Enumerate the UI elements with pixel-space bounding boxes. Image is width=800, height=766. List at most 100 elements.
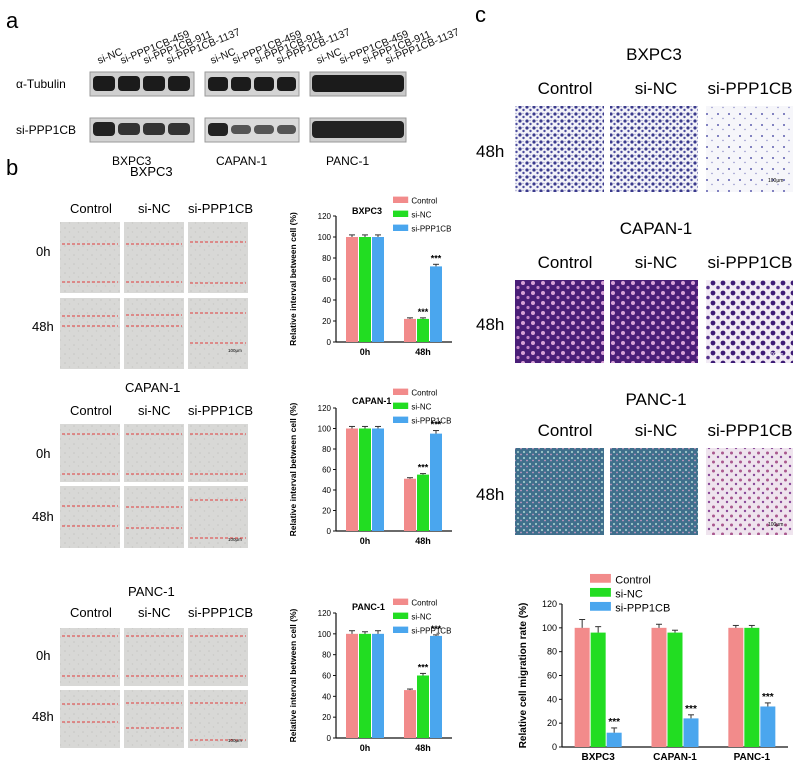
panel-letter-c: c: [475, 2, 486, 27]
y-tick-label: 40: [322, 692, 331, 701]
scale-bar-label: 100μm: [768, 178, 783, 184]
panel-letter-b: b: [6, 155, 18, 180]
cell-line-label: PANC-1: [326, 154, 369, 168]
column-header: si-PPP1CB: [707, 253, 792, 272]
y-tick-label: 20: [322, 317, 331, 326]
column-header: Control: [538, 79, 593, 98]
y-tick-label: 120: [318, 609, 332, 618]
time-label: 0h: [36, 446, 50, 461]
block-title: BXPC3: [626, 45, 682, 64]
column-header: si-PPP1CB: [188, 605, 253, 620]
y-tick-label: 0: [327, 527, 332, 536]
y-tick-label: 100: [542, 623, 557, 633]
y-tick-label: 20: [322, 713, 331, 722]
bar: [417, 318, 429, 342]
y-axis-label: Relative interval between cell (%): [288, 212, 298, 346]
block-title: CAPAN-1: [620, 219, 692, 238]
blot-row-label: si-PPP1CB: [16, 123, 76, 137]
bar-chart-bxpc3: 0 20 40 60 80 100 120 Relative interval between…: [288, 196, 452, 357]
y-axis-label: Relative cell migration rate (%): [518, 603, 529, 749]
bar: [417, 675, 429, 738]
y-tick-label: 20: [322, 507, 331, 516]
legend-swatch: [393, 402, 409, 409]
significance-label: ***: [685, 704, 697, 715]
blot-row-label: α-Tubulin: [16, 77, 66, 91]
bar: [728, 627, 744, 747]
panel-letter-a: a: [6, 8, 19, 33]
y-tick-label: 80: [322, 254, 331, 263]
bar: [404, 318, 416, 342]
legend-label: Control: [411, 196, 437, 205]
y-axis-label: Relative interval between cell (%): [288, 402, 298, 536]
legend-label: si-NC: [615, 588, 643, 600]
x-tick-label: 48h: [415, 743, 431, 753]
y-tick-label: 40: [547, 694, 557, 704]
bar: [606, 732, 622, 747]
legend-swatch: [590, 587, 611, 597]
time-label: 48h: [476, 485, 504, 504]
bar: [430, 266, 442, 342]
significance-label: ***: [431, 420, 442, 430]
legend-swatch: [590, 601, 611, 611]
time-label: 48h: [32, 319, 54, 334]
bar: [372, 237, 384, 342]
panel-a-western-blot: si-NC si-PPP1CB-459 si-PPP1CB-911 si-PPP…: [16, 26, 461, 168]
bar: [346, 428, 358, 531]
blot-strips: [89, 71, 407, 143]
time-label: 0h: [36, 648, 50, 663]
bar: [359, 633, 371, 738]
legend-swatch: [393, 210, 409, 217]
bar-chart-capan-1: 0 20 40 60 80 100 120 Relative interval between…: [288, 388, 452, 546]
column-header: si-PPP1CB: [188, 403, 253, 418]
bar: [430, 433, 442, 531]
scale-bar-label: 100μm: [228, 537, 242, 542]
time-label: 48h: [32, 709, 54, 724]
bar: [346, 633, 358, 738]
bar: [430, 635, 442, 738]
y-tick-label: 80: [322, 445, 331, 454]
time-label: 48h: [476, 315, 504, 334]
y-tick-label: 0: [327, 734, 332, 743]
legend-swatch: [393, 196, 409, 203]
column-header: si-NC: [138, 201, 171, 216]
legend-swatch: [393, 416, 409, 423]
x-tick-label: BXPC3: [581, 752, 615, 763]
wound-image-grid: 100μm: [60, 222, 248, 369]
x-tick-label: 48h: [415, 347, 431, 357]
wound-image-grid: 100μm: [60, 628, 248, 748]
panel-b-wound-images: BXPC3 Control si-NC si-PPP1CB 0h 48h 100…: [32, 164, 253, 748]
chart-title: BXPC3: [352, 206, 382, 216]
scale-bar-label: 100μm: [228, 348, 242, 353]
scale-bar-label: 100μm: [768, 522, 783, 528]
column-header: si-NC: [635, 421, 678, 440]
y-tick-label: 100: [318, 630, 332, 639]
bar: [744, 627, 760, 747]
cell-line-label: BXPC3: [112, 154, 152, 168]
bar: [574, 627, 590, 747]
column-header: Control: [70, 201, 112, 216]
x-tick-label: CAPAN-1: [653, 752, 697, 763]
column-header: si-PPP1CB: [707, 79, 792, 98]
significance-label: ***: [418, 463, 429, 473]
significance-label: ***: [418, 662, 429, 672]
y-tick-label: 0: [552, 742, 557, 752]
column-header: si-NC: [138, 605, 171, 620]
column-header: Control: [70, 403, 112, 418]
block-title: PANC-1: [128, 584, 175, 599]
time-label: 0h: [36, 244, 50, 259]
scale-bar-label: 100μm: [228, 738, 242, 743]
scale-bar-label: 100μm: [768, 352, 783, 358]
y-tick-label: 80: [322, 651, 331, 660]
legend-label: si-NC: [411, 612, 431, 621]
legend-label: Control: [615, 574, 650, 586]
column-header: Control: [538, 421, 593, 440]
legend-label: si-PPP1CB: [411, 626, 451, 635]
column-header: Control: [538, 253, 593, 272]
y-tick-label: 20: [547, 718, 557, 728]
block-title: BXPC3: [130, 164, 173, 179]
y-tick-label: 60: [322, 275, 331, 284]
legend-label: si-PPP1CB: [615, 602, 670, 614]
legend-swatch: [393, 612, 409, 619]
column-header: si-NC: [138, 403, 171, 418]
x-tick-label: 0h: [360, 536, 371, 546]
